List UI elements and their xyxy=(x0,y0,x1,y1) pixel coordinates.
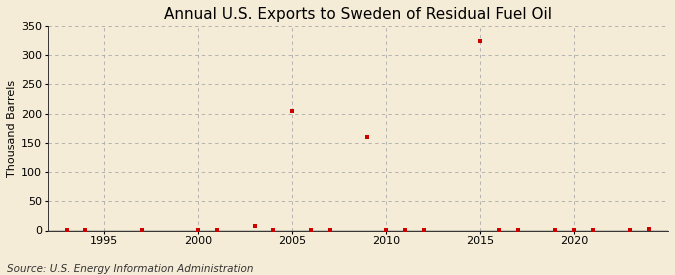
Text: Source: U.S. Energy Information Administration: Source: U.S. Energy Information Administ… xyxy=(7,264,253,274)
Point xyxy=(418,228,429,232)
Point xyxy=(381,228,392,232)
Point xyxy=(550,228,561,232)
Point xyxy=(493,228,504,232)
Point xyxy=(136,228,147,232)
Point xyxy=(61,228,72,232)
Point xyxy=(268,228,279,232)
Point xyxy=(193,228,204,232)
Point xyxy=(287,109,298,114)
Point xyxy=(324,228,335,232)
Point xyxy=(512,228,523,232)
Point xyxy=(306,228,317,232)
Point xyxy=(362,135,373,139)
Point xyxy=(211,228,222,232)
Point xyxy=(475,38,485,43)
Point xyxy=(625,228,636,232)
Point xyxy=(80,228,90,232)
Point xyxy=(644,227,655,231)
Title: Annual U.S. Exports to Sweden of Residual Fuel Oil: Annual U.S. Exports to Sweden of Residua… xyxy=(164,7,552,22)
Y-axis label: Thousand Barrels: Thousand Barrels xyxy=(7,80,17,177)
Point xyxy=(568,228,579,232)
Point xyxy=(249,224,260,228)
Point xyxy=(400,228,410,232)
Point xyxy=(587,228,598,232)
